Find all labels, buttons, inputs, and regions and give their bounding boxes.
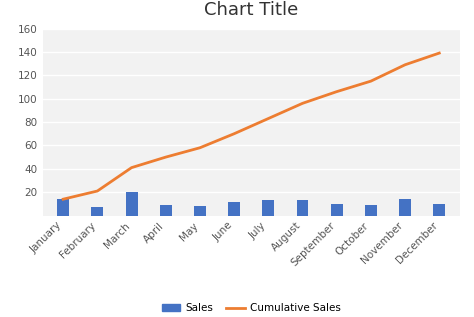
Legend: Sales, Cumulative Sales: Sales, Cumulative Sales <box>157 299 345 317</box>
Bar <box>91 207 103 216</box>
Bar <box>331 204 343 216</box>
Bar <box>160 205 172 216</box>
Bar <box>57 199 69 216</box>
Bar <box>297 200 309 216</box>
Bar <box>126 192 137 216</box>
Title: Chart Title: Chart Title <box>204 1 298 19</box>
Bar <box>365 205 377 216</box>
Bar <box>194 206 206 216</box>
Bar <box>228 202 240 216</box>
Bar <box>262 200 274 216</box>
Bar <box>399 199 411 216</box>
Bar <box>433 204 445 216</box>
